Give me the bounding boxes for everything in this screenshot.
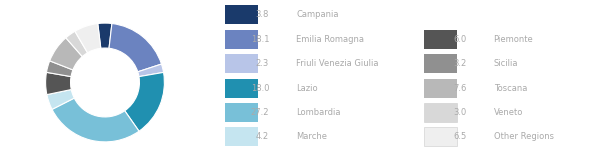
Wedge shape: [109, 23, 161, 72]
FancyBboxPatch shape: [224, 5, 257, 24]
Wedge shape: [46, 61, 73, 77]
FancyBboxPatch shape: [424, 79, 457, 98]
FancyBboxPatch shape: [224, 79, 257, 98]
Wedge shape: [66, 31, 88, 57]
FancyBboxPatch shape: [224, 103, 257, 122]
Text: Toscana: Toscana: [494, 84, 527, 93]
Text: 3.8: 3.8: [256, 10, 269, 19]
FancyBboxPatch shape: [224, 54, 257, 73]
Text: Campania: Campania: [296, 10, 339, 19]
FancyBboxPatch shape: [424, 54, 457, 73]
Text: 27.2: 27.2: [251, 108, 269, 117]
Text: 7.6: 7.6: [453, 84, 466, 93]
Text: Veneto: Veneto: [494, 108, 523, 117]
Text: Piemonte: Piemonte: [494, 35, 533, 44]
Wedge shape: [138, 64, 164, 77]
Text: 2.3: 2.3: [256, 59, 269, 68]
Text: 3.0: 3.0: [453, 108, 466, 117]
FancyBboxPatch shape: [424, 103, 457, 122]
Text: 3.2: 3.2: [453, 59, 466, 68]
Text: Friuli Venezia Giulia: Friuli Venezia Giulia: [296, 59, 379, 68]
Text: Sicilia: Sicilia: [494, 59, 518, 68]
FancyBboxPatch shape: [424, 30, 457, 49]
Wedge shape: [125, 72, 164, 131]
Text: Lazio: Lazio: [296, 84, 318, 93]
Wedge shape: [50, 38, 82, 70]
Text: 4.2: 4.2: [256, 132, 269, 141]
FancyBboxPatch shape: [224, 127, 257, 147]
Text: 6.0: 6.0: [453, 35, 466, 44]
Wedge shape: [75, 24, 101, 53]
Text: 6.5: 6.5: [453, 132, 466, 141]
Text: Lombardia: Lombardia: [296, 108, 341, 117]
Text: 18.1: 18.1: [251, 35, 269, 44]
Text: Emilia Romagna: Emilia Romagna: [296, 35, 364, 44]
Text: Other Regions: Other Regions: [494, 132, 554, 141]
Text: Marche: Marche: [296, 132, 327, 141]
FancyBboxPatch shape: [424, 127, 457, 147]
Wedge shape: [46, 72, 71, 95]
FancyBboxPatch shape: [224, 30, 257, 49]
Wedge shape: [98, 23, 112, 48]
Wedge shape: [52, 98, 139, 142]
Text: 18.0: 18.0: [251, 84, 269, 93]
Wedge shape: [47, 90, 74, 109]
